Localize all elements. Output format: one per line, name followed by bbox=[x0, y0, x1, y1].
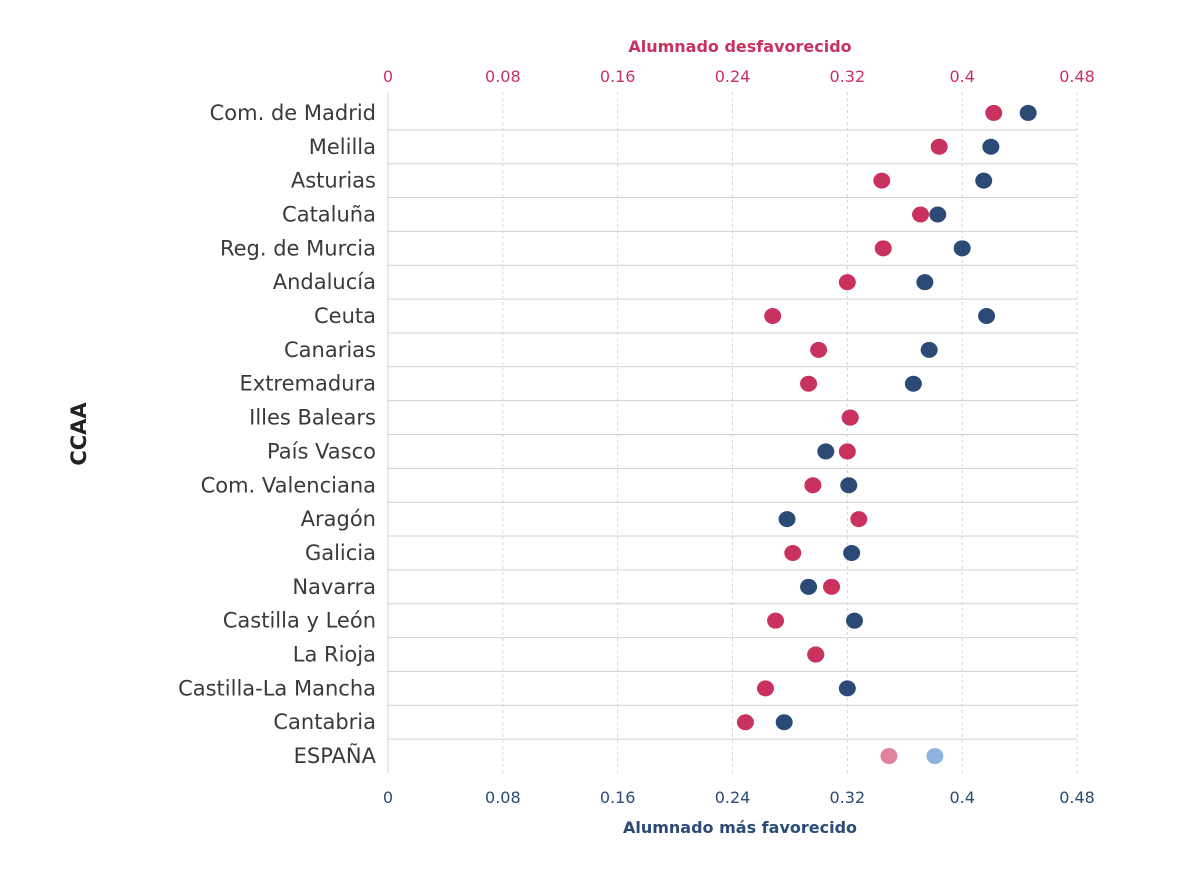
category-label: Reg. de Murcia bbox=[220, 236, 376, 260]
top-tick-label: 0.16 bbox=[600, 67, 636, 86]
point-favorecido bbox=[838, 680, 856, 697]
category-label: ESPAÑA bbox=[294, 742, 377, 768]
top-tick-label: 0.24 bbox=[715, 67, 751, 86]
category-label: Castilla y León bbox=[223, 609, 376, 633]
category-label: Melilla bbox=[309, 135, 376, 159]
y-axis-title: CCAA bbox=[67, 402, 91, 466]
top-tick-label: 0.08 bbox=[485, 67, 521, 86]
category-label: Castilla-La Mancha bbox=[178, 676, 376, 700]
bottom-tick-label: 0.48 bbox=[1059, 788, 1095, 807]
point-favorecido bbox=[916, 274, 934, 291]
category-label: Andalucía bbox=[273, 270, 376, 294]
point-favorecido bbox=[843, 544, 861, 561]
point-desfavorecido bbox=[764, 308, 782, 325]
top-tick-label: 0 bbox=[383, 67, 393, 86]
category-label: Asturias bbox=[291, 169, 376, 193]
category-label: Galicia bbox=[305, 541, 376, 565]
category-label: Cantabria bbox=[273, 710, 376, 734]
point-desfavorecido bbox=[912, 206, 930, 223]
point-desfavorecido bbox=[784, 544, 802, 561]
point-favorecido bbox=[953, 240, 971, 257]
point-desfavorecido bbox=[823, 578, 841, 595]
point-favorecido bbox=[926, 748, 944, 765]
point-favorecido bbox=[775, 714, 793, 731]
bottom-tick-label: 0.32 bbox=[830, 788, 866, 807]
point-desfavorecido bbox=[757, 680, 775, 697]
point-favorecido bbox=[929, 206, 947, 223]
point-favorecido bbox=[982, 138, 1000, 155]
top-tick-label: 0.4 bbox=[949, 67, 974, 86]
point-desfavorecido bbox=[985, 104, 1003, 121]
bottom-axis-title: Alumnado más favorecido bbox=[623, 818, 857, 837]
point-desfavorecido bbox=[880, 748, 898, 765]
category-label: La Rioja bbox=[293, 643, 376, 667]
bottom-tick-label: 0.08 bbox=[485, 788, 521, 807]
point-favorecido bbox=[978, 308, 996, 325]
bottom-tick-label: 0 bbox=[383, 788, 393, 807]
category-label: Canarias bbox=[284, 338, 376, 362]
category-label: Extremadura bbox=[240, 372, 377, 396]
top-axis-title: Alumnado desfavorecido bbox=[628, 37, 851, 56]
point-favorecido bbox=[1019, 104, 1037, 121]
row-separators bbox=[388, 129, 1077, 740]
point-favorecido bbox=[800, 578, 818, 595]
data-points bbox=[736, 104, 1037, 765]
point-desfavorecido bbox=[930, 138, 948, 155]
point-desfavorecido bbox=[736, 714, 754, 731]
category-labels: Com. de Madrid Melilla Asturias Cataluña Reg… bbox=[178, 101, 377, 768]
bottom-tick-label: 0.16 bbox=[600, 788, 636, 807]
point-favorecido bbox=[975, 172, 993, 189]
category-label: País Vasco bbox=[267, 439, 376, 463]
bottom-tick-label: 0.24 bbox=[715, 788, 751, 807]
point-desfavorecido bbox=[850, 511, 868, 528]
category-label: Illes Balears bbox=[249, 406, 376, 430]
category-label: Cataluña bbox=[282, 202, 376, 226]
point-desfavorecido bbox=[873, 172, 891, 189]
point-desfavorecido bbox=[838, 443, 856, 460]
point-desfavorecido bbox=[800, 375, 818, 392]
point-desfavorecido bbox=[838, 274, 856, 291]
point-favorecido bbox=[920, 341, 938, 358]
point-desfavorecido bbox=[804, 477, 822, 494]
bottom-tick-label: 0.4 bbox=[949, 788, 974, 807]
bottom-axis-ticks: 0 0.08 0.16 0.24 0.32 0.4 0.48 bbox=[383, 788, 1095, 807]
top-tick-label: 0.48 bbox=[1059, 67, 1095, 86]
top-axis-ticks: 0 0.08 0.16 0.24 0.32 0.4 0.48 bbox=[383, 67, 1095, 86]
point-favorecido bbox=[904, 375, 922, 392]
category-label: Com. Valenciana bbox=[201, 473, 376, 497]
point-desfavorecido bbox=[874, 240, 892, 257]
point-favorecido bbox=[840, 477, 858, 494]
point-desfavorecido bbox=[810, 341, 828, 358]
point-desfavorecido bbox=[807, 646, 825, 663]
point-favorecido bbox=[846, 612, 864, 629]
point-desfavorecido bbox=[767, 612, 785, 629]
point-favorecido bbox=[817, 443, 835, 460]
category-label: Navarra bbox=[292, 575, 376, 599]
point-desfavorecido bbox=[841, 409, 859, 426]
category-label: Aragón bbox=[301, 507, 376, 531]
category-label: Com. de Madrid bbox=[210, 101, 376, 125]
top-tick-label: 0.32 bbox=[830, 67, 866, 86]
category-label: Ceuta bbox=[314, 304, 376, 328]
grid-lines bbox=[387, 92, 1078, 773]
point-favorecido bbox=[778, 511, 796, 528]
